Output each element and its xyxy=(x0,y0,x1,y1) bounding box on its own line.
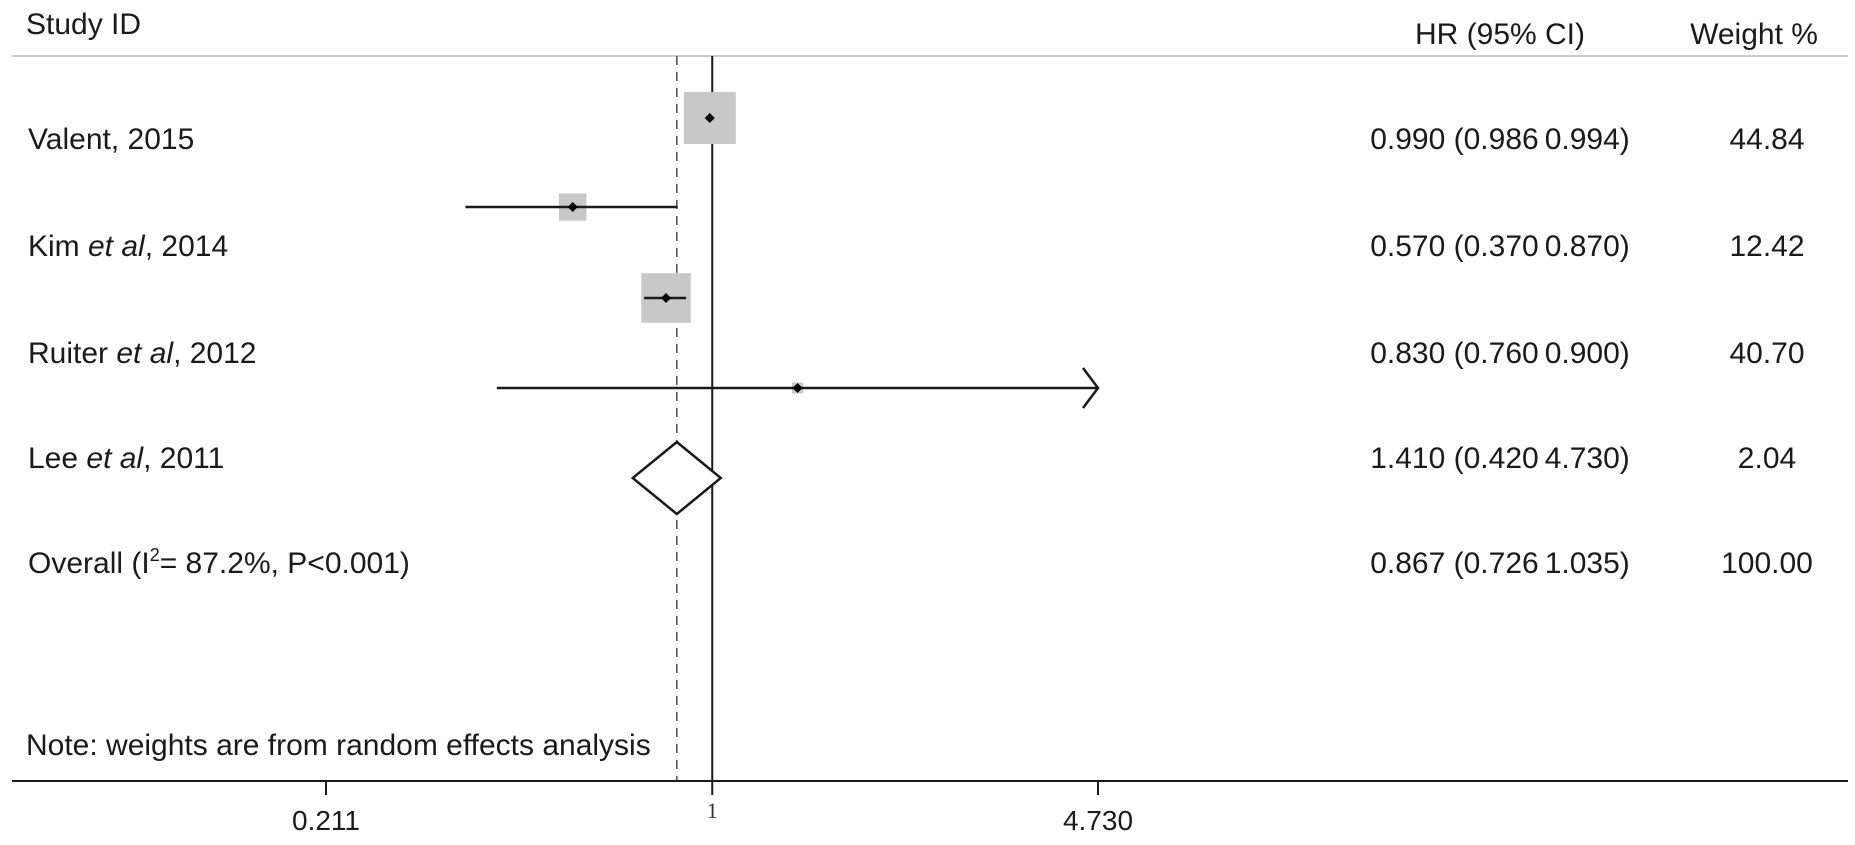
x-tick-label: 1 xyxy=(707,798,718,823)
study-label: Kim et al, 2014 xyxy=(28,230,228,263)
study-row: Ruiter et al, 2012 0.830 (0.760 0.900) 4… xyxy=(28,273,1805,370)
study-point-estimate xyxy=(792,383,803,393)
header-study-id: Study ID xyxy=(26,8,141,41)
x-axis-ticks: 0.211 1 4.730 xyxy=(292,781,1133,836)
study-row: Kim et al, 2014 0.570 (0.370 0.870) 12.4… xyxy=(28,193,1805,263)
study-hr-ci: 0.990 (0.986 0.994) xyxy=(1370,123,1630,156)
study-hr-ci: 0.830 (0.760 0.900) xyxy=(1370,337,1630,370)
study-weight: 44.84 xyxy=(1729,123,1804,156)
footnote: Note: weights are from random effects an… xyxy=(26,729,651,762)
study-point-estimate xyxy=(704,113,715,123)
overall-row: Overall (I2= 87.2%, P<0.001) 0.867 (0.72… xyxy=(28,440,1813,580)
study-point-estimate xyxy=(567,202,578,212)
study-label: Ruiter et al, 2012 xyxy=(28,337,257,370)
overall-label: Overall (I2= 87.2%, P<0.001) xyxy=(28,545,410,580)
header-hr-ci: HR (95% CI) xyxy=(1415,18,1585,51)
study-label: Lee et al, 2011 xyxy=(28,442,224,475)
study-hr-ci: 1.410 (0.420 4.730) xyxy=(1370,442,1630,475)
study-weight: 12.42 xyxy=(1729,230,1804,263)
overall-diamond xyxy=(630,440,723,516)
study-label: Valent, 2015 xyxy=(28,123,194,156)
study-weight: 2.04 xyxy=(1738,442,1796,475)
overall-weight: 100.00 xyxy=(1721,547,1813,580)
overall-hr-ci: 0.867 (0.726 1.035) xyxy=(1370,547,1630,580)
study-point-estimate xyxy=(660,293,671,303)
study-row: Valent, 2015 0.990 (0.986 0.994) 44.84 xyxy=(28,92,1805,156)
ci-truncation-arrow xyxy=(1082,367,1100,409)
x-tick-label: 4.730 xyxy=(1063,805,1133,836)
header-weight: Weight % xyxy=(1690,18,1818,51)
study-weight: 40.70 xyxy=(1729,337,1804,370)
study-hr-ci: 0.570 (0.370 0.870) xyxy=(1370,230,1630,263)
study-row: Lee et al, 2011 1.410 (0.420 4.730) 2.04 xyxy=(28,367,1796,475)
x-tick-label: 0.211 xyxy=(292,805,360,836)
